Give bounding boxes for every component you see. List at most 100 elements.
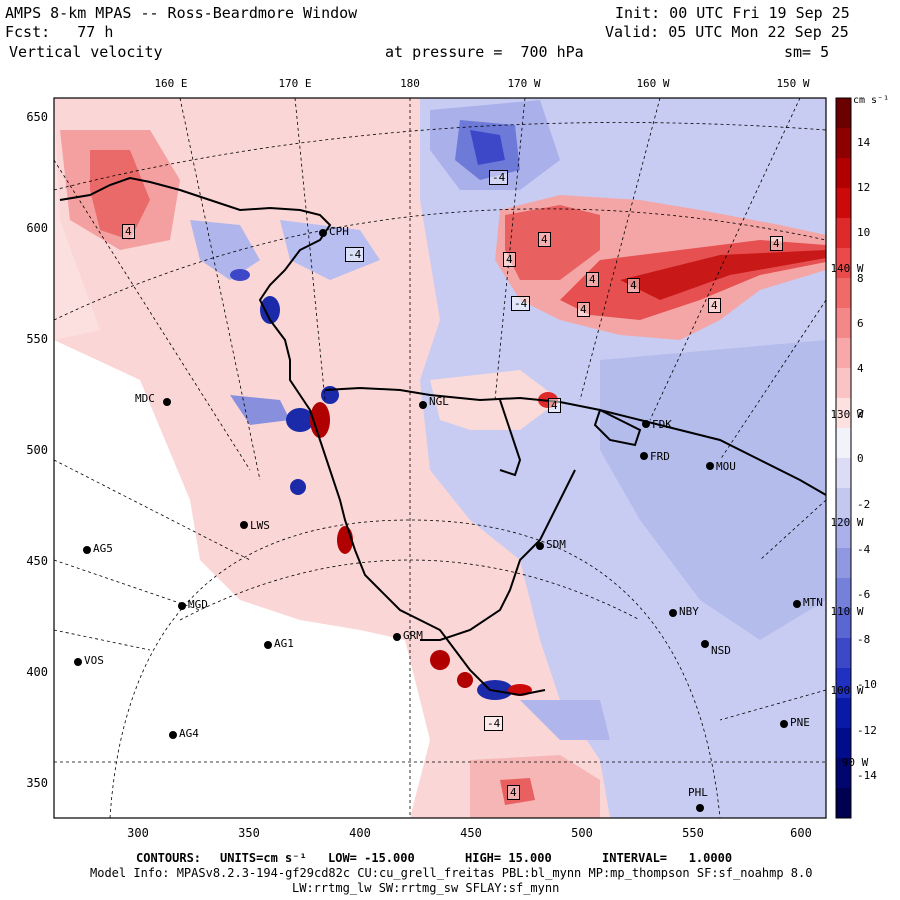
colorbar-segment xyxy=(836,188,851,219)
colorbar-segment xyxy=(836,398,851,429)
contour-label: 4 xyxy=(122,224,135,239)
colorbar-segment xyxy=(836,128,851,159)
colorbar xyxy=(836,98,851,819)
station-label: LWS xyxy=(250,519,270,532)
colorbar-tick: -14 xyxy=(857,768,877,782)
colorbar-segment xyxy=(836,638,851,669)
lon-label: 170 W xyxy=(507,77,541,90)
footer-low: LOW= -15.000 xyxy=(328,851,415,865)
x-tick: 500 xyxy=(571,826,593,840)
colorbar-segment xyxy=(836,788,851,819)
station-marker xyxy=(83,546,91,554)
station-marker xyxy=(701,640,709,648)
colorbar-tick: -12 xyxy=(857,723,877,737)
station-marker xyxy=(706,462,714,470)
station-marker xyxy=(780,720,788,728)
forecast-hour: Fcst: 77 h xyxy=(5,23,114,41)
y-tick: 400 xyxy=(26,665,48,679)
contour-label: 4 xyxy=(586,272,599,287)
footer-high: HIGH= 15.000 xyxy=(465,851,552,865)
colorbar-segment xyxy=(836,458,851,489)
colorbar-segment xyxy=(836,728,851,759)
contour-label: -4 xyxy=(484,716,504,731)
station-marker xyxy=(178,602,186,610)
contour-label: -4 xyxy=(489,170,509,185)
station-label: MOU xyxy=(716,460,736,473)
model-info-2: LW:rrtmg_lw SW:rrtmg_sw SFLAY:sf_mynn xyxy=(292,881,560,895)
contour-label: 4 xyxy=(538,232,551,247)
contour-label: 4 xyxy=(708,298,721,313)
lon-label: 180 xyxy=(400,77,420,90)
colorbar-tick: 10 xyxy=(857,226,871,240)
contour-label: 4 xyxy=(770,236,783,251)
colorbar-segment xyxy=(836,338,851,369)
x-tick: 550 xyxy=(682,826,704,840)
station-marker xyxy=(74,658,82,666)
colorbar-tick: -8 xyxy=(857,633,871,647)
station-label: NBY xyxy=(679,605,699,618)
colorbar-tick: 4 xyxy=(857,362,864,375)
station-marker xyxy=(419,401,427,409)
map-title: AMPS 8-km MPAS -- Ross-Beardmore Window xyxy=(5,4,358,22)
colorbar-tick: -10 xyxy=(857,678,877,692)
station-label: GRM xyxy=(403,629,423,642)
station-label: VOS xyxy=(84,654,104,667)
y-tick: 650 xyxy=(26,110,48,124)
station-label: CPH xyxy=(329,225,349,238)
colorbar-segment xyxy=(836,248,851,279)
coastline xyxy=(59,176,826,697)
station-label: AG4 xyxy=(179,727,199,740)
contour-label: 4 xyxy=(577,302,590,317)
station-marker xyxy=(642,420,650,428)
colorbar-tick: -2 xyxy=(857,497,871,511)
colorbar-tick: -4 xyxy=(857,542,871,556)
station-label: SDM xyxy=(546,538,566,551)
lon-label-right: 100 W xyxy=(830,684,864,697)
plot-frame xyxy=(53,97,827,819)
smoothing: sm= 5 xyxy=(784,43,830,61)
colorbar-segment xyxy=(836,98,851,129)
colorbar-tick: -6 xyxy=(857,588,871,601)
station-label: AG1 xyxy=(274,637,294,650)
contour-label: 4 xyxy=(507,785,520,800)
colorbar-tick: 6 xyxy=(857,316,864,330)
station-label: NGL xyxy=(429,395,449,408)
lon-label-right: 120 W xyxy=(830,516,864,529)
footer-units: UNITS=cm s⁻¹ xyxy=(220,851,307,865)
lon-label-right: 140 W xyxy=(830,262,864,275)
station-label: FDK xyxy=(652,418,672,431)
contour-label: -4 xyxy=(345,247,365,262)
lon-label-right: 130 W xyxy=(830,408,864,421)
station-marker xyxy=(793,600,801,608)
x-tick: 300 xyxy=(127,826,149,840)
lon-label-right: 110 W xyxy=(830,605,864,618)
contour-label: 4 xyxy=(627,278,640,293)
station-marker xyxy=(319,229,327,237)
colorbar-segment xyxy=(836,158,851,189)
colorbar-tick: 0 xyxy=(857,452,864,466)
colorbar-tick: 8 xyxy=(857,271,864,285)
station-marker xyxy=(240,521,248,529)
station-label: MDC xyxy=(135,392,155,405)
colorbar-tick: 12 xyxy=(857,181,871,195)
y-tick: 500 xyxy=(26,443,48,457)
y-tick: 550 xyxy=(26,332,48,346)
contour-label: 4 xyxy=(548,398,561,413)
station-marker xyxy=(393,633,401,641)
station-marker xyxy=(669,609,677,617)
station-label: PHL xyxy=(688,786,708,799)
station-label: MTN xyxy=(803,596,823,609)
colorbar-segment xyxy=(836,218,851,249)
station-label: MGD xyxy=(188,598,208,611)
colorbar-segment xyxy=(836,608,851,639)
colorbar-tick: 2 xyxy=(857,407,864,421)
vertical-velocity-field xyxy=(54,98,826,818)
station-marker xyxy=(169,731,177,739)
colorbar-segment xyxy=(836,668,851,699)
x-tick: 400 xyxy=(349,826,371,840)
station-marker xyxy=(696,804,704,812)
lon-label: 160 W xyxy=(636,77,670,90)
y-tick: 450 xyxy=(26,554,48,568)
station-marker xyxy=(640,452,648,460)
